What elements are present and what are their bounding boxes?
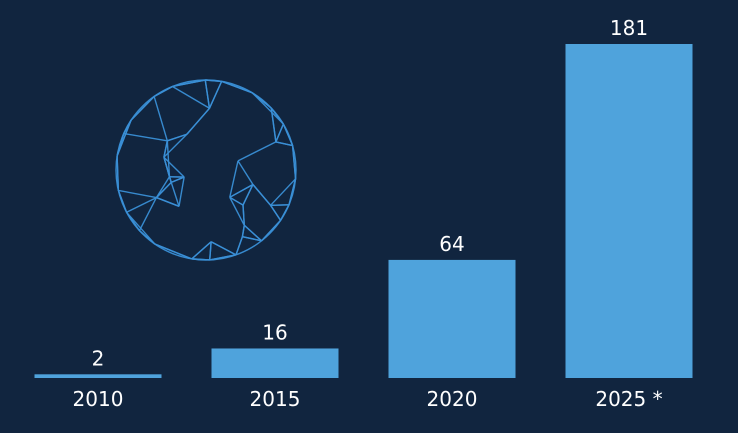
globe-mesh-line (172, 79, 206, 88)
globe-mesh-line (191, 241, 212, 260)
x-tick-label: 2010 (73, 387, 124, 411)
globe-mesh-line (242, 184, 254, 206)
globe-mesh-line (209, 241, 212, 260)
globe-mesh-line (209, 254, 237, 261)
globe-mesh-line (275, 123, 285, 143)
wireframe-globe-icon (115, 79, 297, 261)
globe-mesh-line (116, 155, 120, 191)
x-axis-tick-labels: 2010 2015 2020 2025 * (73, 387, 663, 411)
globe-mesh-line (172, 85, 210, 109)
globe-mesh-line (118, 189, 157, 199)
data-label: 181 (610, 16, 648, 40)
globe-mesh-line (251, 92, 272, 109)
globe-mesh-line (153, 96, 168, 141)
data-label: 2 (92, 346, 105, 370)
globe-mesh-line (237, 141, 277, 162)
globe-mesh-line (275, 141, 293, 147)
globe-mesh-line (208, 81, 223, 109)
globe-mesh-line (138, 197, 158, 231)
x-tick-label: 2025 * (595, 387, 662, 411)
globe-mesh-line (221, 80, 253, 94)
globe-mesh-line (117, 190, 128, 213)
globe-mesh-line (167, 133, 188, 142)
globe-mesh (116, 79, 297, 261)
globe-mesh-line (163, 140, 168, 158)
globe-mesh-line (252, 184, 272, 206)
globe-mesh-line (210, 241, 237, 256)
globe-mesh-line (170, 176, 185, 184)
globe-mesh-line (229, 196, 245, 226)
globe-mesh-line (241, 225, 245, 237)
data-label: 16 (262, 320, 287, 344)
bar-2020 (388, 259, 516, 378)
data-labels-group: 2 16 64 181 (92, 16, 648, 370)
globe-mesh-line (251, 92, 284, 125)
globe-mesh-line (282, 123, 294, 146)
globe-mesh-line (153, 85, 173, 98)
globe-mesh-line (155, 181, 172, 199)
globe-mesh-line (168, 176, 172, 183)
data-label: 64 (439, 232, 464, 256)
globe-mesh-line (156, 196, 180, 207)
globe-mesh-line (126, 196, 157, 213)
globe-mesh-line (163, 156, 185, 178)
bar-2025 (565, 44, 693, 378)
globe-mesh-line (125, 211, 141, 232)
globe-mesh-line (191, 258, 210, 261)
globe-mesh-line (270, 107, 284, 125)
globe-mesh-line (123, 132, 168, 142)
globe-mesh-line (205, 79, 222, 83)
globe-mesh-line (235, 236, 244, 256)
globe-mesh-line (130, 95, 155, 121)
globe-mesh-line (163, 156, 171, 177)
x-tick-label: 2015 (250, 387, 301, 411)
globe-mesh-line (279, 204, 290, 221)
globe-mesh-line (229, 196, 244, 206)
globe-mesh-line (154, 243, 193, 260)
globe-mesh-line (229, 160, 239, 198)
globe-mesh-line (178, 176, 185, 207)
x-tick-label: 2020 (427, 387, 478, 411)
globe-mesh-line (291, 145, 297, 179)
globe-mesh-line (242, 205, 245, 226)
globe-mesh-line (155, 176, 171, 198)
globe-mesh-line (186, 107, 210, 135)
bar-2010 (34, 374, 162, 378)
bars-group (34, 44, 693, 378)
globe-mesh-line (229, 183, 254, 198)
globe-mesh-line (204, 79, 211, 109)
globe-mesh-line (261, 219, 282, 242)
globe-mesh-line (116, 119, 132, 157)
globe-mesh-line (166, 140, 171, 177)
globe-mesh-line (243, 224, 263, 242)
globe-mesh-line (270, 178, 297, 206)
globe-mesh-line (288, 178, 297, 206)
globe-mesh-line (270, 107, 277, 142)
globe-mesh-line (237, 160, 254, 185)
globe-mesh-line (170, 182, 180, 207)
globe-mesh-line (242, 235, 262, 242)
globe-mesh-line (139, 230, 156, 245)
bar-2015 (211, 348, 339, 378)
globe-mesh-line (270, 204, 282, 221)
